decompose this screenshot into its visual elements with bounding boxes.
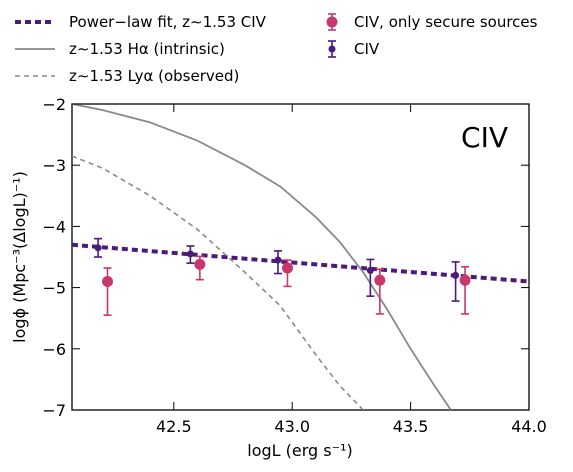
data-point bbox=[374, 274, 386, 286]
legend: Power−law fit, z∼1.53 CIV z∼1.53 Hα (intr… bbox=[15, 13, 538, 85]
marker-layer bbox=[94, 237, 471, 316]
data-point bbox=[281, 262, 293, 274]
x-axis-ticks: 42.5 43.0 43.5 44.0 bbox=[156, 104, 547, 436]
y-axis-label: logϕ (Mpc⁻³(ΔlogL)⁻¹) bbox=[10, 171, 29, 343]
data-point bbox=[452, 271, 460, 279]
x-tick-label: 44.0 bbox=[511, 417, 547, 436]
data-point bbox=[102, 275, 114, 287]
y-tick-label: −5 bbox=[42, 279, 66, 298]
data-point bbox=[194, 258, 206, 270]
y-axis-ticks: −2 −3 −4 −5 −6 −7 bbox=[42, 95, 529, 420]
y-tick-label: −2 bbox=[42, 95, 66, 114]
x-axis-label: logL (erg s⁻¹) bbox=[247, 441, 352, 460]
data-point bbox=[94, 244, 102, 252]
y-tick-label: −7 bbox=[42, 401, 66, 420]
panel-label: CIV bbox=[461, 121, 508, 154]
data-point bbox=[186, 250, 194, 258]
series-line-1 bbox=[72, 104, 452, 410]
legend-swatch-marker bbox=[328, 45, 336, 53]
y-tick-label: −6 bbox=[42, 340, 66, 359]
series-line-2 bbox=[72, 155, 368, 410]
legend-label: Power−law fit, z∼1.53 CIV bbox=[69, 13, 267, 31]
legend-label: z∼1.53 Lyα (observed) bbox=[69, 67, 239, 85]
data-point bbox=[274, 256, 282, 264]
data-point bbox=[366, 266, 374, 274]
legend-swatch-marker bbox=[326, 16, 338, 28]
y-tick-label: −3 bbox=[42, 156, 66, 175]
legend-label: CIV bbox=[354, 40, 380, 58]
y-tick-label: −4 bbox=[42, 217, 66, 236]
legend-label: CIV, only secure sources bbox=[354, 13, 538, 31]
x-tick-label: 43.0 bbox=[274, 417, 310, 436]
plot-frame bbox=[71, 103, 530, 411]
data-point bbox=[459, 274, 471, 286]
series-line-0 bbox=[72, 242, 529, 284]
x-tick-label: 42.5 bbox=[156, 417, 192, 436]
x-tick-label: 43.5 bbox=[393, 417, 429, 436]
legend-label: z∼1.53 Hα (intrinsic) bbox=[69, 40, 225, 58]
